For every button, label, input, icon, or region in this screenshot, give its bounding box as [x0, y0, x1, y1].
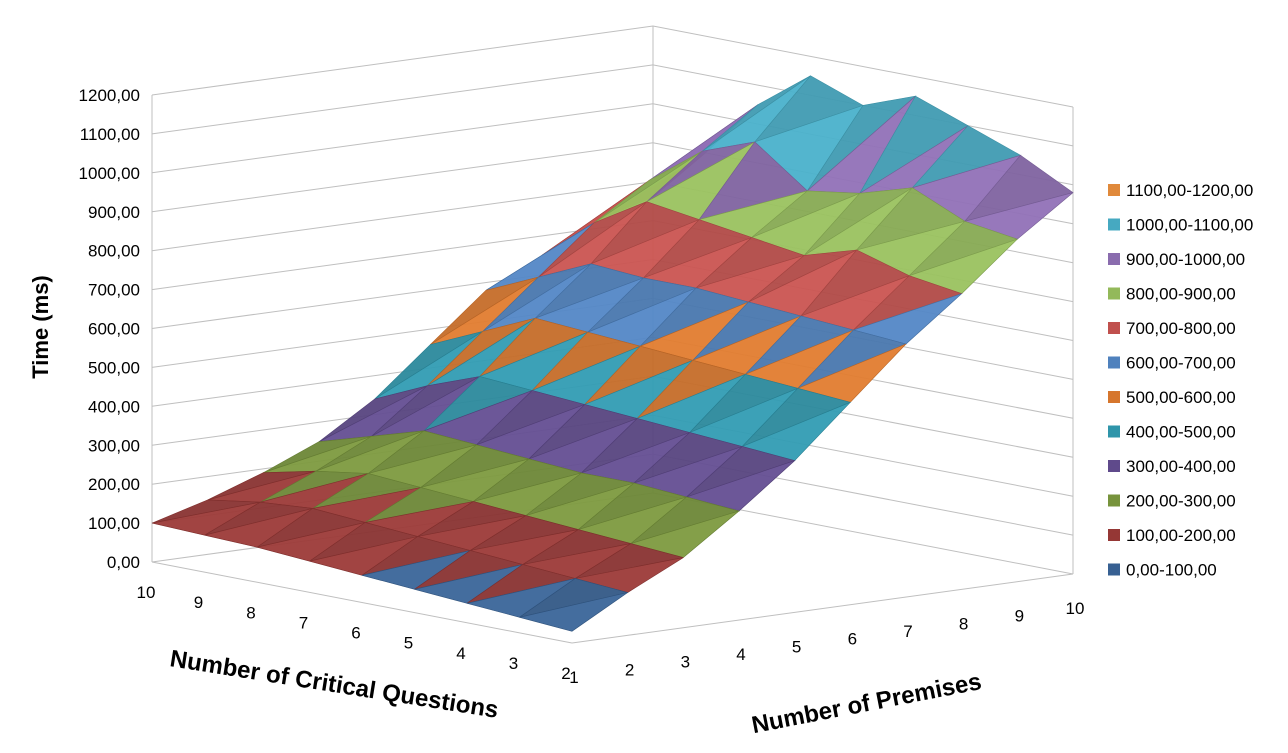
premises-tick-label: 10 [1066, 599, 1085, 618]
z-tick-label: 200,00 [88, 475, 140, 494]
premises-tick-label: 6 [848, 630, 857, 649]
legend-label: 0,00-100,00 [1126, 561, 1217, 580]
legend-swatch [1108, 563, 1120, 576]
critical-questions-tick-label: 6 [351, 624, 360, 643]
legend-swatch [1108, 184, 1120, 196]
legend-swatch [1108, 356, 1120, 369]
legend-swatch [1108, 287, 1120, 300]
legend-swatch [1108, 218, 1120, 231]
legend-swatch [1108, 460, 1120, 472]
z-axis-title: Time (ms) [28, 275, 53, 379]
legend-label: 700,00-800,00 [1126, 319, 1236, 338]
z-tick-label: 700,00 [88, 281, 140, 300]
legend-label: 300,00-400,00 [1126, 457, 1236, 476]
legend-label: 200,00-300,00 [1126, 492, 1236, 511]
z-tick-label: 1200,00 [79, 86, 140, 105]
z-tick-label: 800,00 [88, 242, 140, 261]
z-tick-label: 900,00 [88, 203, 140, 222]
premises-tick-label: 5 [792, 637, 801, 656]
critical-questions-tick-label: 2 [561, 664, 570, 683]
critical-questions-tick-label: 4 [456, 644, 465, 663]
floor-edge [151, 561, 573, 644]
premises-tick-label: 2 [625, 660, 634, 679]
critical-questions-tick-labels: 10 9 8 7 6 5 4 3 2 [137, 583, 571, 683]
z-tick-label: 400,00 [88, 397, 140, 416]
legend-label: 600,00-700,00 [1126, 354, 1236, 373]
critical-questions-tick-label: 9 [194, 593, 203, 612]
legend-swatch [1108, 494, 1120, 507]
legend: 1100,00-1200,00 1000,00-1100,00 900,00-100… [1108, 181, 1253, 580]
critical-questions-tick-label: 8 [246, 603, 255, 622]
z-tick-label: 500,00 [88, 358, 140, 377]
surface-plot [151, 75, 1074, 632]
legend-swatch [1108, 322, 1120, 334]
legend-swatch [1108, 425, 1120, 438]
legend-label: 1100,00-1200,00 [1126, 181, 1253, 200]
premises-axis-title: Number of Premises [749, 668, 983, 739]
premises-tick-labels: 1 2 3 4 5 6 7 8 9 10 [569, 599, 1084, 687]
premises-tick-label: 1 [569, 668, 578, 687]
critical-questions-tick-label: 3 [509, 654, 518, 673]
z-tick-label: 1100,00 [80, 125, 140, 144]
premises-tick-label: 3 [681, 653, 690, 672]
legend-label: 100,00-200,00 [1126, 526, 1236, 545]
surface-facet [519, 592, 628, 632]
critical-questions-tick-label: 7 [299, 613, 308, 632]
z-tick-label: 100,00 [88, 514, 140, 533]
legend-label: 400,00-500,00 [1126, 423, 1236, 442]
premises-tick-label: 7 [903, 622, 912, 641]
critical-questions-tick-label: 5 [404, 634, 413, 653]
z-tick-label: 300,00 [88, 436, 140, 455]
z-tick-label: 0,00 [107, 553, 140, 572]
legend-label: 800,00-900,00 [1126, 285, 1236, 304]
z-tick-label: 1000,00 [79, 164, 140, 183]
premises-tick-label: 8 [959, 614, 968, 633]
legend-label: 1000,00-1100,00 [1126, 216, 1253, 235]
critical-questions-tick-label: 10 [137, 583, 156, 602]
premises-tick-label: 9 [1015, 607, 1024, 626]
legend-label: 500,00-600,00 [1126, 388, 1236, 407]
legend-label: 900,00-1000,00 [1126, 250, 1245, 269]
floor-edge [571, 573, 1074, 644]
gridline [151, 25, 1074, 108]
legend-swatch [1108, 391, 1120, 403]
z-axis-tick-labels: 0,00 100,00 200,00 300,00 400,00 500,00 600,00… [79, 86, 140, 572]
z-tick-label: 600,00 [88, 320, 140, 339]
legend-swatch [1108, 253, 1120, 265]
critical-questions-axis-title: Number of Critical Questions [168, 645, 500, 724]
legend-swatch [1108, 529, 1120, 541]
premises-tick-label: 4 [736, 645, 745, 664]
